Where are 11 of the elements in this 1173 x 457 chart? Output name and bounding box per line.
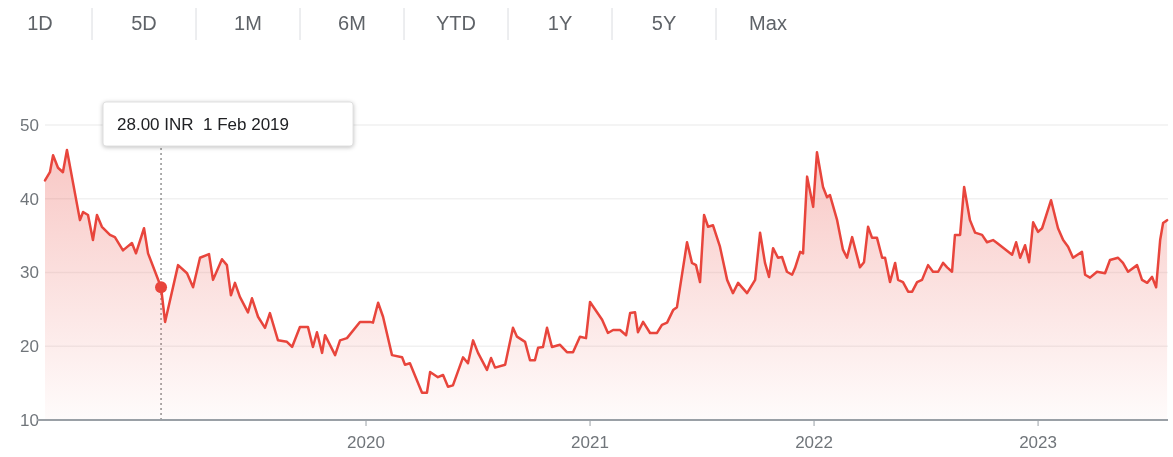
y-tick-label: 20 [20, 337, 39, 357]
x-tick-label: 2020 [347, 433, 385, 452]
y-tick-label: 30 [20, 263, 39, 283]
range-toolbar: 1D 5D 1M 6M YTD 1Y 5Y Max [27, 7, 787, 41]
ref-line-label: 28.00 INR 1 Feb 2019 [117, 115, 290, 134]
y-tick-label: 50 [20, 115, 39, 135]
y-tick-label: 10 [20, 410, 39, 430]
x-tick-label: 2021 [571, 433, 609, 452]
y-tick-label: 40 [20, 189, 39, 209]
x-tick-label: 2023 [1019, 433, 1057, 452]
x-tick-label: 2022 [795, 433, 833, 452]
